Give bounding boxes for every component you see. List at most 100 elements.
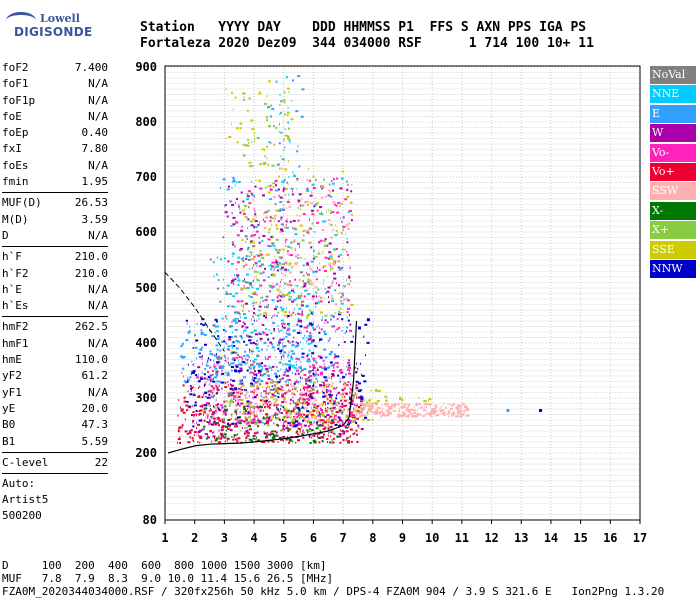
echo-point	[349, 329, 352, 332]
echo-point	[347, 368, 350, 371]
echo-point	[245, 344, 249, 346]
echo-point	[295, 420, 299, 423]
echo-point	[310, 379, 313, 381]
echo-point	[296, 303, 298, 306]
echo-point	[210, 391, 213, 393]
echo-point	[276, 431, 278, 434]
echo-point	[354, 406, 357, 409]
echo-point	[307, 384, 309, 387]
echo-point	[227, 380, 229, 383]
echo-point	[298, 382, 300, 385]
echo-point	[284, 372, 286, 375]
echo-point	[383, 414, 387, 417]
echo-point	[312, 175, 315, 178]
echo-point	[213, 417, 217, 420]
echo-point	[276, 413, 279, 416]
echo-point	[270, 104, 272, 107]
echo-point	[355, 433, 358, 436]
echo-point	[236, 321, 238, 324]
echo-point	[203, 413, 205, 416]
echo-point	[229, 200, 233, 203]
echo-point	[261, 323, 263, 326]
x-tick-label: 11	[455, 531, 469, 545]
echo-point	[330, 267, 334, 270]
echo-point	[273, 263, 276, 265]
echo-point	[301, 321, 302, 324]
echo-point	[235, 365, 239, 368]
echo-point	[357, 326, 361, 330]
echo-point	[211, 373, 214, 376]
echo-point	[339, 416, 341, 419]
echo-point	[235, 408, 239, 411]
echo-point	[305, 382, 308, 385]
echo-point	[374, 402, 378, 405]
echo-point	[338, 433, 342, 435]
echo-point	[340, 371, 344, 374]
echo-point	[311, 209, 314, 212]
echo-point	[198, 429, 202, 432]
echo-point	[447, 403, 449, 406]
echo-point	[322, 428, 326, 430]
echo-point	[204, 343, 207, 346]
echo-point	[321, 414, 325, 417]
echo-point	[197, 431, 201, 434]
echo-point	[301, 377, 303, 380]
param-name: h`F2	[2, 266, 29, 280]
echo-point	[250, 412, 252, 415]
echo-point	[240, 402, 244, 405]
echo-point	[285, 261, 288, 264]
echo-point	[315, 407, 317, 410]
echo-point	[449, 403, 451, 405]
echo-point	[242, 304, 244, 307]
echo-point	[252, 437, 256, 440]
echo-point	[287, 137, 290, 140]
echo-point	[347, 366, 351, 369]
echo-point	[338, 344, 340, 347]
echo-point	[306, 288, 309, 291]
echo-point	[250, 235, 252, 238]
echo-point	[235, 347, 239, 350]
echo-point	[327, 257, 330, 260]
echo-point	[324, 379, 328, 382]
echo-point	[285, 438, 289, 441]
echo-point	[331, 412, 335, 415]
echo-point	[196, 427, 197, 430]
echo-point	[365, 403, 367, 406]
echo-point	[219, 360, 221, 363]
echo-point	[254, 358, 257, 361]
echo-point	[223, 340, 226, 343]
echo-point	[255, 377, 258, 380]
echo-point	[319, 420, 321, 423]
echo-point	[339, 423, 341, 426]
echo-point	[299, 271, 303, 274]
echo-point	[317, 435, 319, 438]
echo-point	[290, 383, 292, 386]
echo-point	[266, 210, 270, 213]
param-value: N/A	[88, 282, 108, 296]
echo-point	[345, 233, 346, 236]
echo-point	[292, 425, 296, 428]
echo-point	[272, 283, 274, 285]
echo-point	[231, 389, 234, 392]
echo-point	[247, 246, 250, 249]
echo-point	[244, 235, 248, 238]
echo-point	[313, 405, 316, 408]
echo-point	[338, 369, 340, 372]
echo-point	[336, 366, 339, 368]
echo-point	[301, 406, 305, 409]
echo-point	[256, 343, 259, 346]
echo-point	[302, 430, 304, 433]
echo-point	[355, 387, 359, 390]
echo-point	[265, 392, 268, 395]
echo-point	[215, 399, 217, 402]
echo-point	[209, 420, 211, 423]
echo-point	[342, 266, 344, 269]
echo-point	[318, 404, 321, 407]
echo-point	[267, 392, 270, 395]
legend-item: Vo+	[650, 162, 696, 181]
echo-point	[354, 409, 357, 412]
echo-point	[267, 368, 269, 371]
echo-point	[330, 422, 334, 425]
echo-point	[216, 358, 220, 361]
echo-point	[323, 178, 325, 181]
